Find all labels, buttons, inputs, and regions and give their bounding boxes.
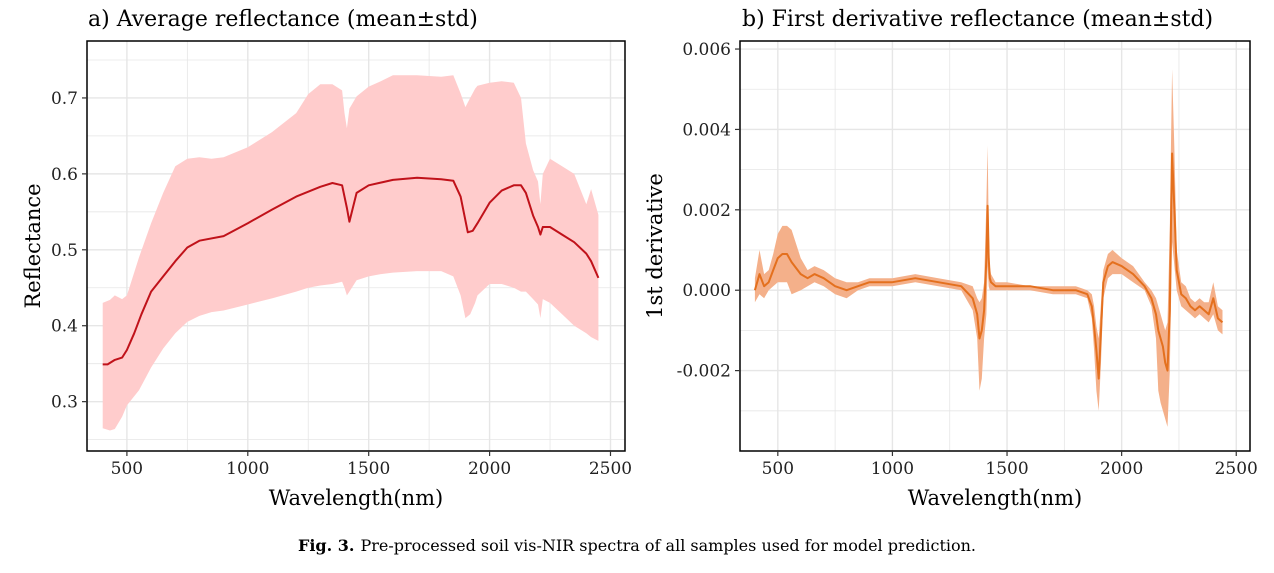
chart-a-ytick-label: 0.5 [51,241,78,261]
chart-b-ytick-label: 0.002 [682,201,731,221]
chart-a-ticks: 500 1000 1500 2000 2500 0.3 0.4 0.5 0.6 0.7 [51,89,632,479]
chart-a-xtick-label: 500 [111,459,143,479]
chart-a-xtick-label: 1000 [226,459,269,479]
chart-b-frame [739,40,1251,452]
chart-a-ytick-label: 0.7 [51,89,78,109]
chart-a-frame [86,40,626,452]
chart-a-title: a) Average reflectance (mean±std) [88,7,478,32]
chart-b-ytick-label: 0.004 [682,120,731,140]
chart-b-xtick-label: 2000 [1100,459,1143,479]
chart-a-xtick-label: 1500 [347,459,390,479]
chart-a-mean-line [102,176,600,366]
panel-a: a) Average reflectance (mean±std) 500 100… [21,7,632,510]
chart-b-ticks: 500 1000 1500 2000 2500 -0.002 0.000 0.002 0.004… [677,40,1258,479]
chart-b-ylabel: 1st derivative [643,173,667,319]
chart-a-ytick-label: 0.3 [51,393,78,413]
chart-a-xtick-label: 2500 [589,459,632,479]
chart-b-ytick-label: 0.000 [682,281,731,301]
panel-b: b) First derivative reflectance (mean±st… [643,7,1258,510]
chart-b-ytick-label: 0.006 [682,40,731,60]
chart-a-ytick-label: 0.4 [51,317,78,337]
figure-caption: Fig. 3. Pre-processed soil vis-NIR spectr… [0,536,1274,555]
caption-text: Pre-processed soil vis-NIR spectra of al… [360,536,977,555]
chart-b-ytick-label: -0.002 [677,362,731,382]
chart-b-title: b) First derivative reflectance (mean±st… [742,7,1213,32]
chart-b-xtick-label: 2500 [1215,459,1258,479]
chart-a-xtick-label: 2000 [468,459,511,479]
caption-label: Fig. 3. [297,536,355,555]
chart-a-xlabel: Wavelength(nm) [269,486,443,510]
chart-b-mean-line [753,152,1224,380]
chart-b-xlabel: Wavelength(nm) [908,486,1082,510]
chart-a-ytick-label: 0.6 [51,165,78,185]
chart-b-xtick-label: 1500 [985,459,1028,479]
chart-b-gridlines [740,41,1250,451]
chart-b-xtick-label: 1000 [871,459,914,479]
chart-b-xtick-label: 500 [762,459,794,479]
chart-a-ylabel: Reflectance [21,183,45,308]
chart-a-std-band [102,75,599,431]
